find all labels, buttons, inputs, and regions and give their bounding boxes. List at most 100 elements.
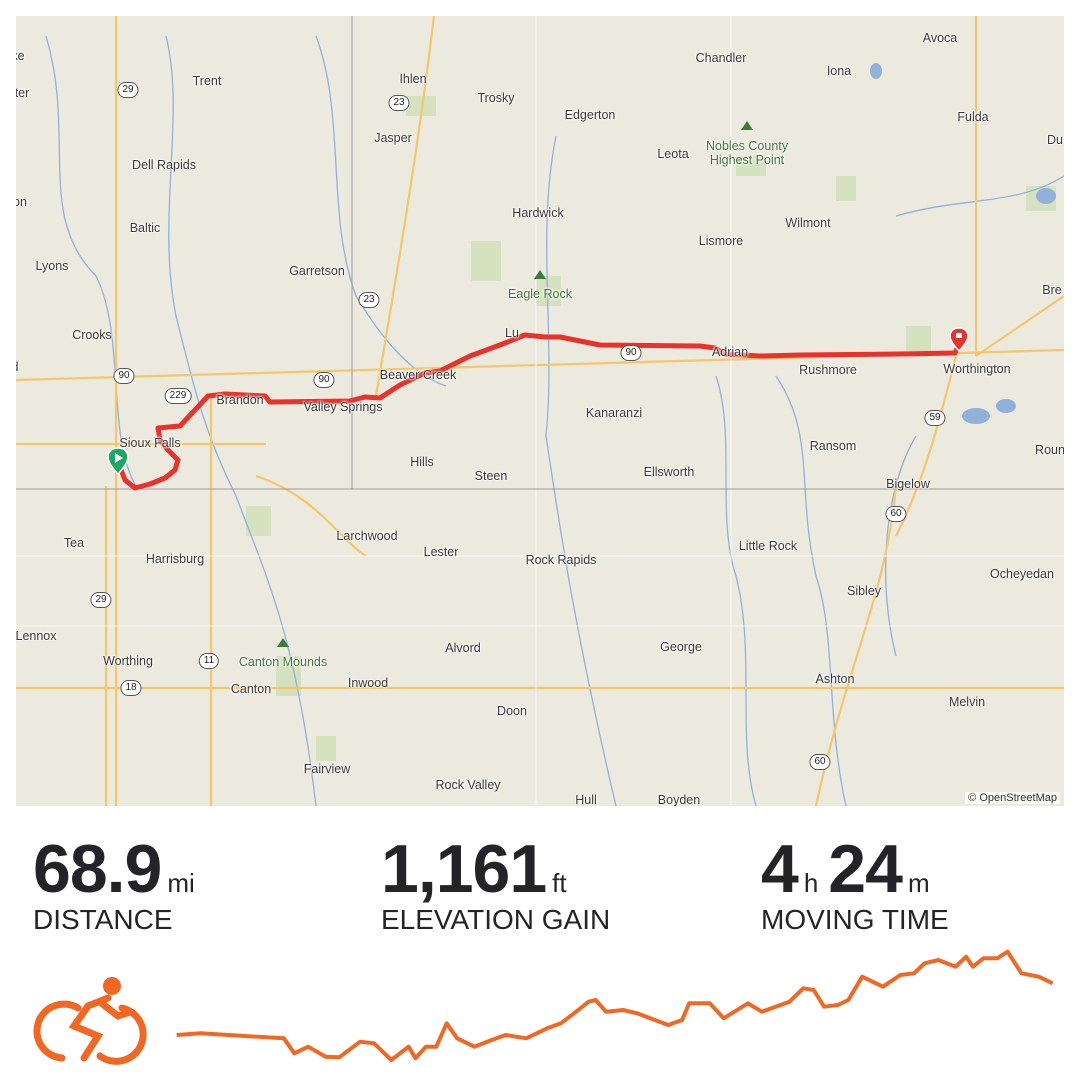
- peak-label: Nobles County Highest Point: [706, 139, 788, 167]
- hours-unit: h: [803, 868, 819, 898]
- place-label: Valley Springs: [303, 400, 383, 414]
- place-label: Crooks: [72, 328, 112, 342]
- place-label: Bigelow: [886, 477, 930, 491]
- place-label: Garretson: [289, 264, 345, 278]
- place-label: Worthington: [943, 362, 1011, 376]
- moving-time-label: MOVING TIME: [761, 904, 949, 935]
- place-label: Little Rock: [738, 539, 798, 553]
- place-label: Trent: [192, 74, 222, 88]
- place-label: Iona: [826, 64, 852, 78]
- place-label: Lismore: [698, 234, 744, 248]
- place-label: Edgerton: [564, 108, 616, 122]
- place-label: Doon: [497, 704, 527, 718]
- peak-icon: [741, 121, 753, 130]
- place-label: Inwood: [347, 676, 389, 690]
- elevation-label: ELEVATION GAIN: [381, 904, 611, 935]
- place-label: Hills: [410, 455, 434, 469]
- highway-shield: 18: [120, 680, 142, 696]
- place-label: Fairview: [303, 762, 351, 776]
- place-label: Rock Rapids: [525, 553, 597, 567]
- place-label: Sioux Falls: [119, 436, 181, 450]
- end-marker[interactable]: [949, 327, 969, 353]
- place-label: Fulda: [957, 110, 989, 124]
- peak-icon: [277, 638, 289, 647]
- elevation-profile: [33, 949, 1054, 1065]
- place-label: Harrisburg: [145, 552, 205, 566]
- distance-unit: mi: [167, 868, 195, 898]
- place-label: Jasper: [374, 131, 412, 145]
- place-label: Du: [1047, 133, 1063, 147]
- highway-shield: 90: [620, 345, 642, 361]
- minutes-value: 24: [828, 831, 903, 907]
- stat-moving-time: 4 h 24 m MOVING TIME: [761, 830, 949, 936]
- highway-shield: 23: [388, 95, 410, 111]
- place-label: ter: [16, 86, 30, 100]
- place-label: Wilmont: [785, 216, 831, 230]
- highway-shield: 11: [198, 653, 220, 669]
- place-label: Avoca: [922, 31, 958, 45]
- place-label: Melvin: [948, 695, 986, 709]
- place-label: Steen: [474, 469, 508, 483]
- place-label: Leota: [657, 147, 689, 161]
- elevation-line: [176, 949, 1054, 1062]
- place-label: Brandon: [216, 393, 264, 407]
- play-icon: [115, 453, 123, 463]
- place-label: Boyden: [657, 793, 701, 806]
- place-label: Lyons: [35, 259, 69, 273]
- place-label: Sibley: [846, 584, 882, 598]
- elevation-value: 1,161: [381, 831, 547, 907]
- highway-shield: 90: [313, 372, 335, 388]
- elevation-unit: ft: [552, 868, 567, 898]
- place-label: Chandler: [695, 51, 747, 65]
- place-label: Ashton: [815, 672, 855, 686]
- place-label: Rock Valley: [435, 778, 501, 792]
- distance-label: DISTANCE: [33, 904, 173, 935]
- place-label: ke: [16, 49, 25, 63]
- map-base: [16, 16, 1064, 806]
- place-label: Beaver Creek: [379, 368, 457, 382]
- minutes-unit: m: [907, 868, 930, 898]
- place-label: Bre: [1042, 283, 1062, 297]
- place-label: Rushmore: [799, 363, 857, 377]
- hours-value: 4: [761, 831, 799, 907]
- place-label: d: [16, 360, 18, 374]
- cycling-icon: [33, 977, 147, 1065]
- stat-distance: 68.9 mi DISTANCE: [33, 830, 205, 936]
- place-label: Ransom: [809, 439, 857, 453]
- place-label: Hull: [575, 793, 597, 806]
- place-label: George: [660, 640, 702, 654]
- start-marker[interactable]: [107, 447, 129, 476]
- place-label: Kanaranzi: [585, 406, 643, 420]
- place-label: Lennox: [16, 629, 57, 643]
- route-map[interactable]: ke ter Trent Ihlen Trosky Chandler Iona Avoca Fu…: [16, 16, 1064, 806]
- stat-elevation: 1,161 ft ELEVATION GAIN: [381, 830, 610, 936]
- place-label: Baltic: [129, 221, 161, 235]
- place-label: Ocheyedan: [990, 567, 1054, 581]
- place-label: Trosky: [477, 91, 515, 105]
- peak-icon: [534, 270, 546, 279]
- place-label: Larchwood: [336, 529, 398, 543]
- highway-shield: 59: [924, 410, 946, 426]
- place-label: Dell Rapids: [132, 158, 196, 172]
- place-label: Lester: [423, 545, 459, 559]
- highway-shield: 29: [117, 82, 139, 98]
- highway-shield: 229: [164, 388, 192, 404]
- place-label: Adrian: [711, 345, 749, 359]
- place-label: Lu: [505, 326, 519, 340]
- route-line: [115, 332, 963, 491]
- place-label: Roun: [1035, 443, 1064, 457]
- distance-value: 68.9: [33, 831, 162, 907]
- highway-shield: 23: [358, 292, 380, 308]
- place-label: Worthing: [103, 654, 153, 668]
- highway-shield: 29: [90, 592, 112, 608]
- highway-shield: 60: [809, 754, 831, 770]
- place-label: Alvord: [445, 641, 481, 655]
- place-label: Tea: [63, 536, 85, 550]
- peak-label: Eagle Rock: [508, 287, 572, 301]
- place-label: on: [16, 195, 27, 209]
- place-label: Canton: [230, 682, 272, 696]
- highway-shield: 60: [885, 506, 907, 522]
- map-attribution[interactable]: © OpenStreetMap: [965, 792, 1060, 804]
- highway-shield: 90: [113, 368, 135, 384]
- place-label: Hardwick: [512, 206, 564, 220]
